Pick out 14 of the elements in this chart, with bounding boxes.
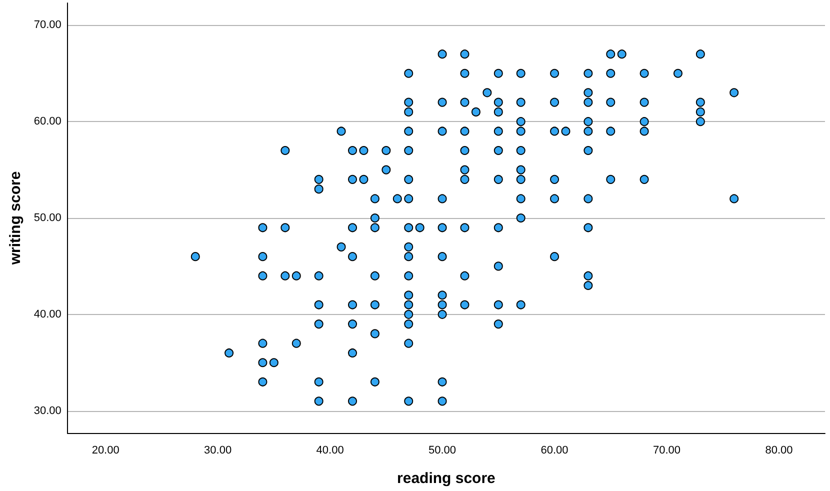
x-tick-label: 40.00 [316, 444, 344, 456]
x-axis-title: reading score [397, 470, 496, 487]
y-tick-label: 30.00 [34, 404, 62, 417]
x-tick-label: 60.00 [540, 444, 568, 456]
y-tick-label: 40.00 [34, 308, 62, 320]
x-tick-label: 30.00 [204, 444, 232, 456]
x-tick-label: 80.00 [765, 444, 793, 456]
x-tick-label: 70.00 [652, 444, 681, 456]
y-tick-label: 70.00 [34, 19, 62, 32]
y-axis-title: writing score [7, 171, 24, 266]
y-tick-label: 60.00 [34, 116, 62, 128]
x-tick-label: 50.00 [428, 444, 456, 456]
y-tick-label: 50.00 [34, 212, 62, 224]
x-tick-label: 20.00 [92, 444, 120, 456]
